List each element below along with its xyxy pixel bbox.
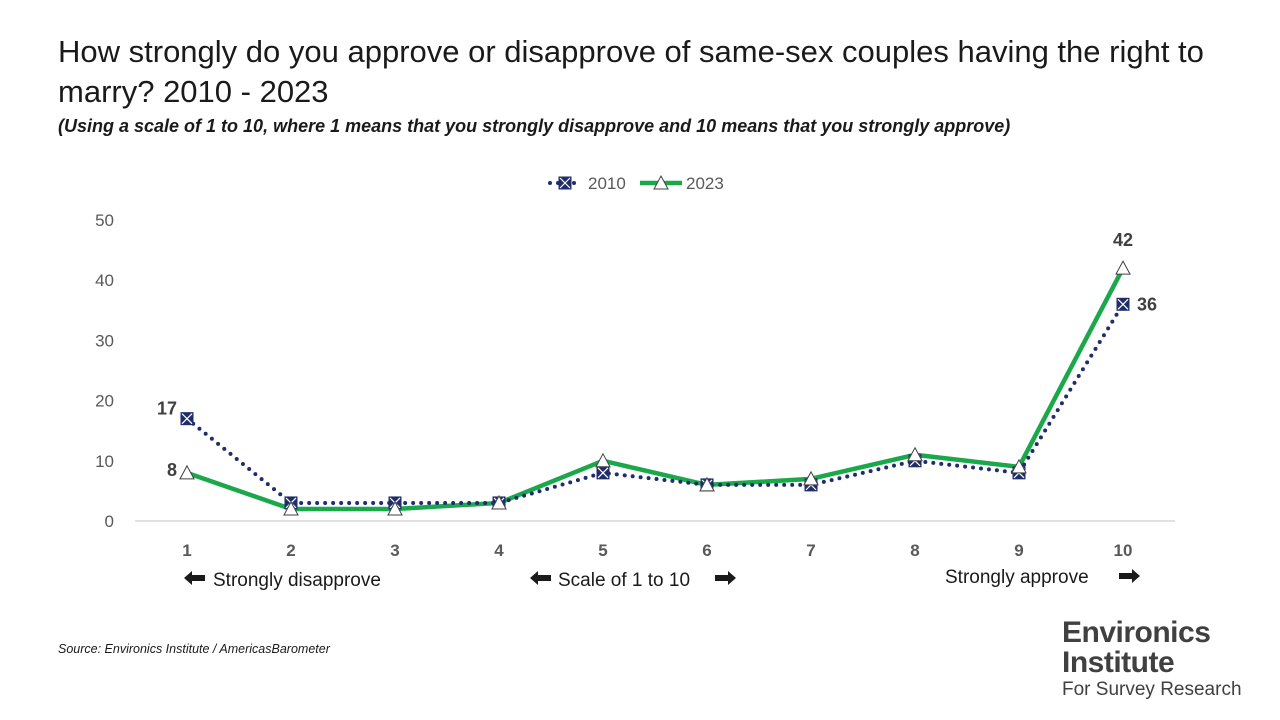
legend-marker-2010 bbox=[558, 176, 572, 190]
x-tick-label: 4 bbox=[494, 541, 504, 560]
data-label: 17 bbox=[157, 399, 177, 419]
square-x-marker-cross bbox=[559, 177, 571, 189]
series-layer bbox=[179, 260, 1131, 516]
x-tick-label: 3 bbox=[390, 541, 399, 560]
series-2010-point bbox=[596, 466, 610, 480]
annotation-scale: Scale of 1 to 10 bbox=[530, 570, 736, 591]
series-2023-point bbox=[387, 500, 403, 516]
series-2023-point bbox=[1115, 260, 1131, 275]
annotation-middle-text: Scale of 1 to 10 bbox=[558, 570, 690, 591]
legend-label-2023: 2023 bbox=[686, 174, 724, 193]
y-tick-label: 0 bbox=[105, 512, 114, 531]
annotation-left-text: Strongly disapprove bbox=[213, 570, 381, 591]
data-labels: 17 8 42 36 bbox=[157, 230, 1157, 480]
series-2023-point bbox=[283, 500, 299, 516]
series-2023-point bbox=[179, 464, 195, 480]
chart-title: How strongly do you approve or disapprov… bbox=[58, 34, 1204, 109]
x-tick-label: 1 bbox=[182, 541, 191, 560]
series-2023-point bbox=[491, 494, 507, 510]
legend-item-2010: 2010 bbox=[548, 174, 626, 193]
left-arrow-icon bbox=[530, 571, 551, 585]
y-tick-label: 10 bbox=[95, 452, 114, 471]
right-arrow-icon bbox=[1119, 569, 1140, 583]
x-tick-label: 7 bbox=[806, 541, 815, 560]
x-tick-label: 2 bbox=[286, 541, 295, 560]
series-2010-line bbox=[185, 302, 1125, 505]
left-arrow-icon bbox=[184, 571, 205, 585]
square-x-marker-cross bbox=[1117, 298, 1129, 310]
series-2023-point bbox=[595, 452, 611, 468]
legend-item-2023: 2023 bbox=[640, 174, 724, 193]
x-axis: 1 2 3 4 5 6 7 8 9 10 bbox=[182, 541, 1132, 560]
chart-subtitle: (Using a scale of 1 to 10, where 1 means… bbox=[58, 116, 1011, 136]
square-x-marker-cross bbox=[597, 467, 609, 479]
annotation-right-text: Strongly approve bbox=[945, 567, 1089, 588]
data-label: 42 bbox=[1113, 230, 1133, 250]
series-2023-point bbox=[699, 476, 715, 492]
x-tick-label: 10 bbox=[1114, 541, 1133, 560]
logo-line-2: Institute bbox=[1062, 646, 1175, 679]
y-tick-label: 50 bbox=[95, 211, 114, 230]
x-tick-label: 8 bbox=[910, 541, 919, 560]
y-tick-label: 20 bbox=[95, 392, 114, 411]
legend: 2010 2023 bbox=[548, 174, 724, 193]
logo-line-3: For Survey Research bbox=[1062, 679, 1242, 700]
x-tick-label: 9 bbox=[1014, 541, 1023, 560]
data-label: 8 bbox=[167, 460, 177, 480]
environics-logo: Environics Institute For Survey Research bbox=[1062, 618, 1242, 702]
annotation-strongly-approve: Strongly approve bbox=[945, 567, 1140, 588]
legend-label-2010: 2010 bbox=[588, 174, 626, 193]
series-2023-line bbox=[186, 267, 1125, 512]
series-2023-point bbox=[803, 470, 819, 486]
source-note: Source: Environics Institute / AmericasB… bbox=[58, 642, 330, 656]
series-2023-point bbox=[907, 446, 923, 462]
legend-marker-2023 bbox=[653, 174, 669, 190]
series-2023-point bbox=[1011, 458, 1027, 474]
series-2010-point bbox=[180, 412, 194, 426]
square-x-marker-cross bbox=[181, 413, 193, 425]
x-tick-label: 5 bbox=[598, 541, 607, 560]
y-axis: 0 10 20 30 40 50 bbox=[95, 211, 114, 531]
y-tick-label: 30 bbox=[95, 331, 114, 350]
data-label: 36 bbox=[1137, 294, 1157, 314]
logo-line-1: Environics bbox=[1062, 616, 1211, 649]
annotation-strongly-disapprove: Strongly disapprove bbox=[184, 570, 381, 591]
x-tick-label: 6 bbox=[702, 541, 711, 560]
y-tick-label: 40 bbox=[95, 271, 114, 290]
right-arrow-icon bbox=[715, 571, 736, 585]
series-2010-point bbox=[1116, 297, 1130, 311]
